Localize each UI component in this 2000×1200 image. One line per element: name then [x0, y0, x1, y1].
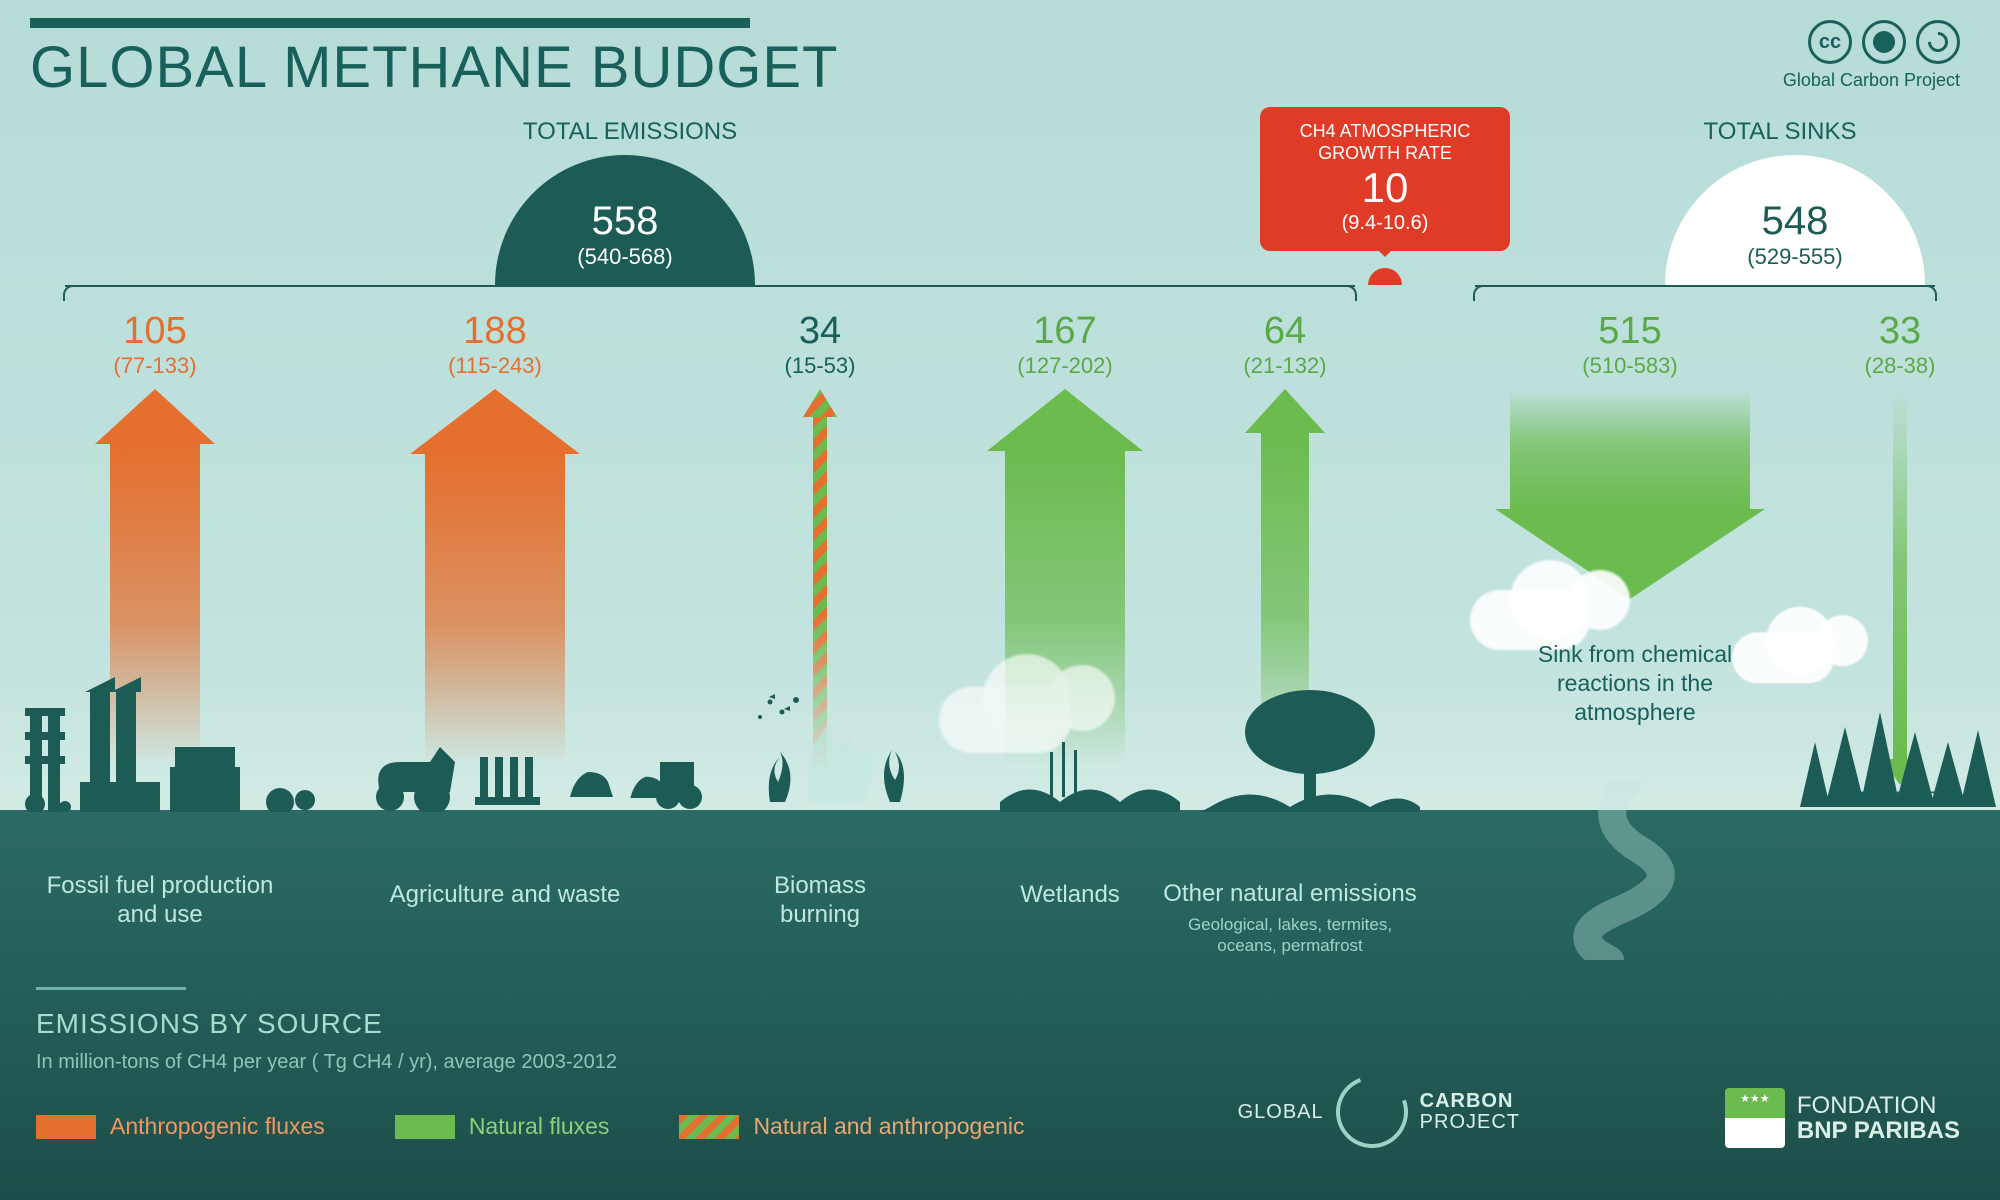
sinks-total-value: 548	[1665, 199, 1925, 244]
legend-label-natural: Natural fluxes	[469, 1113, 610, 1140]
soils-value: 33	[1840, 310, 1960, 353]
gcp-line2: CARBON	[1420, 1090, 1514, 1112]
legend-label-mixed: Natural and anthropogenic	[753, 1113, 1024, 1140]
sinks-bracket	[1475, 285, 1935, 287]
label-chem-sink: Sink from chemical reactions in the atmo…	[1505, 640, 1765, 726]
ag-value: 188	[380, 310, 610, 353]
label-soil-sink: Sink in soils	[1820, 782, 1980, 811]
growth-range: (9.4-10.6)	[1268, 212, 1502, 235]
legend-item-natural: Natural fluxes	[395, 1113, 610, 1140]
emissions-bracket	[65, 285, 1355, 287]
swatch-striped	[679, 1115, 739, 1139]
label-other-sub: Geological, lakes, termites, oceans, per…	[1160, 915, 1420, 956]
wetlands-value: 167	[960, 310, 1170, 353]
label-biomass: Biomass burning	[740, 872, 900, 930]
emissions-semicircle: 558 (540-568)	[495, 155, 755, 285]
bnp-line2: BNP PARIBAS	[1797, 1117, 1960, 1144]
biomass-value: 34	[760, 310, 880, 353]
growth-semicircle	[1368, 268, 1402, 285]
legend-row: Anthropogenic fluxes Natural fluxes Natu…	[36, 1113, 1025, 1140]
title-accent-bar	[30, 18, 750, 28]
legend-subheading: In million-tons of CH4 per year ( Tg CH4…	[36, 1051, 617, 1074]
cc-icon: cc	[1808, 20, 1852, 64]
bnp-line1: FONDATION	[1797, 1093, 1960, 1118]
cc-label: Global Carbon Project	[1783, 70, 1960, 91]
gcp-line3: PROJECT	[1420, 1111, 1520, 1133]
label-ag: Agriculture and waste	[355, 881, 655, 910]
fire-silhouette-icon	[740, 682, 950, 812]
infographic-canvas: GLOBAL METHANE BUDGET cc Global Carbon P…	[0, 0, 2000, 1200]
bnp-logo: FONDATION BNP PARIBAS	[1725, 1088, 1960, 1148]
gcp-logo: GLOBAL CARBON PROJECT	[1238, 1076, 1520, 1148]
ag-range: (115-243)	[380, 353, 610, 379]
agriculture-silhouette-icon	[360, 702, 710, 812]
industry-silhouette-icon	[20, 672, 340, 812]
emissions-heading: TOTAL EMISSIONS	[480, 118, 780, 146]
label-other-text: Other natural emissions	[1163, 880, 1416, 907]
sinks-heading: TOTAL SINKS	[1680, 118, 1880, 146]
tree-silhouette-icon	[1200, 682, 1420, 812]
chem-range: (510-583)	[1490, 353, 1770, 379]
by-icon	[1862, 20, 1906, 64]
growth-label-2: GROWTH RATE	[1268, 143, 1502, 165]
chem-value: 515	[1490, 310, 1770, 353]
sa-icon	[1916, 20, 1960, 64]
flux-ag: 188 (115-243)	[380, 310, 610, 764]
bnp-square-icon	[1725, 1088, 1785, 1148]
emissions-total-value: 558	[495, 199, 755, 244]
swatch-green	[395, 1115, 455, 1139]
legend-item-anthro: Anthropogenic fluxes	[36, 1113, 325, 1140]
legend-label-anthro: Anthropogenic fluxes	[110, 1113, 325, 1140]
wetlands-silhouette-icon	[990, 722, 1190, 812]
path-decor-icon	[1520, 780, 1740, 960]
growth-value: 10	[1268, 164, 1502, 212]
legend-heading: EMISSIONS BY SOURCE	[36, 1008, 383, 1040]
emissions-total-range: (540-568)	[495, 244, 755, 270]
growth-callout: CH4 ATMOSPHERIC GROWTH RATE 10 (9.4-10.6…	[1260, 107, 1510, 251]
wetlands-range: (127-202)	[960, 353, 1170, 379]
label-fossil: Fossil fuel production and use	[40, 872, 280, 930]
growth-label-1: CH4 ATMOSPHERIC	[1268, 121, 1502, 143]
label-wetlands: Wetlands	[1000, 881, 1140, 910]
legend-rule	[36, 987, 186, 990]
gcp-circle-icon	[1324, 1064, 1420, 1160]
cc-badges: cc	[1808, 20, 1960, 64]
sinks-total-range: (529-555)	[1665, 244, 1925, 270]
other-range: (21-132)	[1205, 353, 1365, 379]
label-other: Other natural emissions Geological, lake…	[1160, 880, 1420, 956]
main-title: GLOBAL METHANE BUDGET	[30, 34, 838, 101]
other-value: 64	[1205, 310, 1365, 353]
sinks-semicircle: 548 (529-555)	[1665, 155, 1925, 285]
fossil-range: (77-133)	[60, 353, 250, 379]
biomass-range: (15-53)	[760, 353, 880, 379]
fossil-value: 105	[60, 310, 250, 353]
soils-range: (28-38)	[1840, 353, 1960, 379]
flux-chem-sink: 515 (510-583)	[1490, 310, 1770, 599]
swatch-orange	[36, 1115, 96, 1139]
gcp-line1: GLOBAL	[1238, 1101, 1324, 1123]
legend-item-mixed: Natural and anthropogenic	[679, 1113, 1024, 1140]
